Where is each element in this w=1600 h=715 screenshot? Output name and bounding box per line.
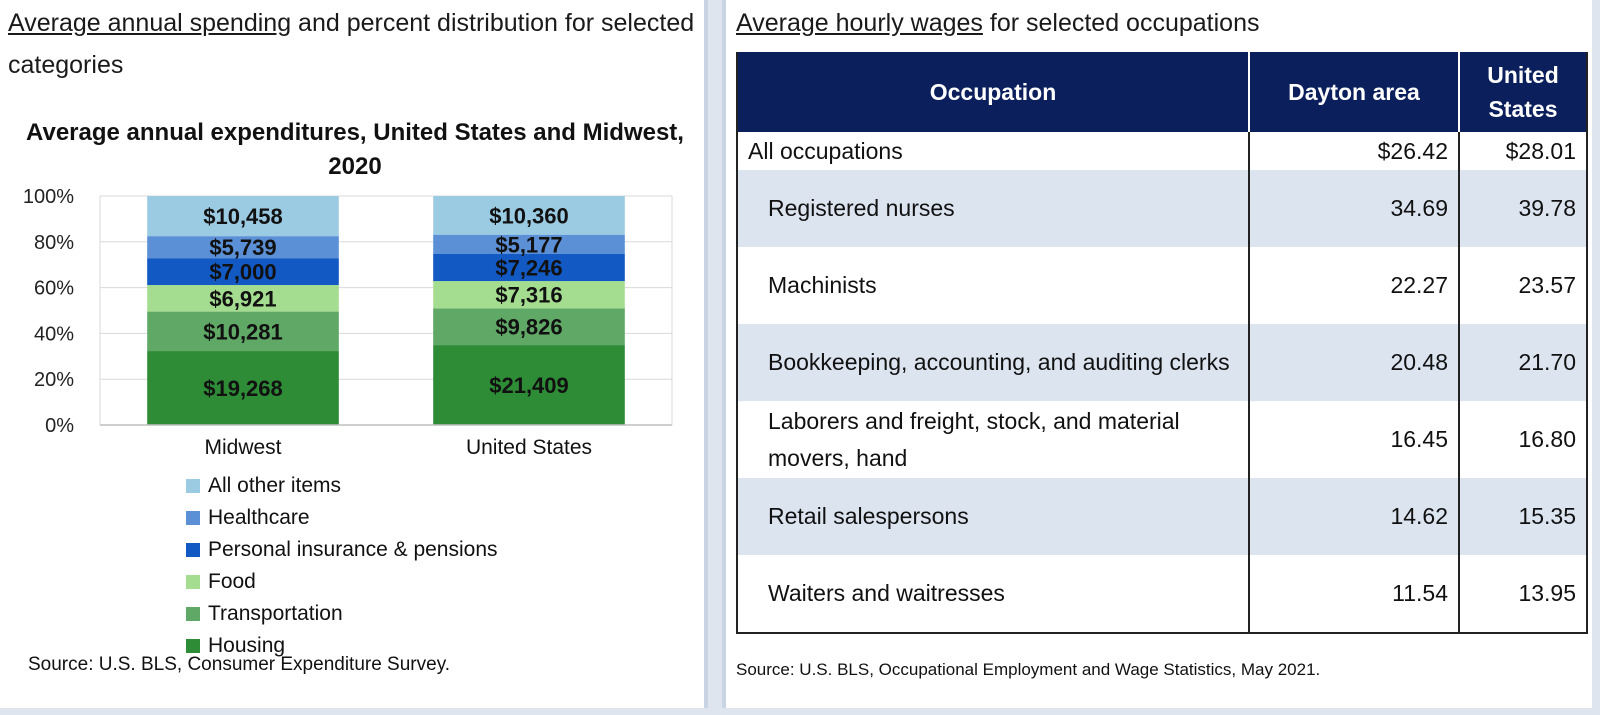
us-wage-cell: 13.95	[1458, 555, 1587, 633]
legend-item: Food	[186, 566, 498, 598]
expenditure-chart: 0%20%40%60%80%100%$19,268$10,281$6,921$7…	[23, 186, 673, 459]
bar-segment	[433, 345, 625, 425]
y-tick-label: 0%	[45, 415, 74, 437]
bar-segment	[147, 311, 339, 352]
bar-segment	[147, 236, 339, 259]
legend-label: Transportation	[208, 602, 343, 625]
x-category-label: United States	[466, 436, 592, 459]
dayton-wage-cell: 11.54	[1248, 555, 1459, 633]
us-wage-cell: 16.80	[1458, 401, 1587, 478]
occupation-cell: Waiters and waitresses	[768, 580, 1005, 606]
legend-swatch	[186, 543, 200, 557]
dayton-wage-cell: 22.27	[1248, 247, 1459, 324]
y-tick-label: 80%	[34, 232, 74, 254]
legend-label: All other items	[208, 474, 342, 497]
data-label: $10,360	[489, 203, 569, 228]
data-label: $19,268	[203, 376, 283, 401]
occupation-cell: Bookkeeping, accounting, and auditing cl…	[737, 324, 1249, 401]
data-label: $5,177	[495, 232, 562, 257]
data-label: $10,281	[203, 319, 283, 344]
table-row: Bookkeeping, accounting, and auditing cl…	[737, 324, 1587, 401]
wages-heading-text: for selected occupations	[982, 9, 1260, 37]
dayton-wage-cell: 34.69	[1248, 170, 1459, 247]
data-label: $21,409	[489, 373, 569, 398]
occupation-cell: Retail salespersons	[737, 478, 1249, 555]
bar-segment	[433, 281, 625, 309]
left-panel: Average annual spending and percent dist…	[0, 0, 708, 708]
y-tick-label: 100%	[23, 186, 74, 208]
legend-item: Personal insurance & pensions	[186, 534, 498, 566]
dayton-wage-cell: 14.62	[1248, 478, 1459, 555]
occupation-cell: All occupations	[748, 137, 903, 164]
data-label: $9,826	[495, 315, 562, 340]
legend-item: Housing	[186, 630, 498, 662]
wages-heading-link[interactable]: Average hourly wages	[736, 9, 983, 37]
data-label: $7,000	[209, 260, 276, 285]
legend-label: Healthcare	[208, 506, 310, 529]
column-header-occupation: Occupation	[737, 52, 1249, 132]
bar-segment	[433, 234, 625, 255]
right-panel: Average hourly wages for selected occupa…	[722, 0, 1592, 708]
spending-heading-link[interactable]: Average annual spending	[8, 9, 292, 37]
legend-swatch	[186, 479, 200, 493]
us-wage-cell: 21.70	[1458, 324, 1587, 401]
occupation-cell: Machinists	[768, 272, 877, 298]
occupation-cell: Registered nurses	[737, 170, 1249, 247]
chart-legend: All other items Healthcare Personal insura…	[186, 470, 498, 662]
table-row: Laborers and freight, stock, and materia…	[737, 401, 1587, 478]
legend-item: All other items	[186, 470, 498, 502]
bar-segment	[147, 351, 339, 425]
legend-swatch	[186, 511, 200, 525]
table-row: All occupations $26.42 $28.01	[737, 132, 1587, 170]
y-tick-label: 40%	[34, 323, 74, 345]
data-label: $7,246	[495, 256, 562, 281]
legend-label: Housing	[208, 634, 286, 657]
chart-title: Average annual expenditures, United Stat…	[26, 119, 684, 180]
us-wage-cell: 39.78	[1458, 170, 1587, 247]
bar-segment	[147, 285, 339, 312]
column-header-us: United States	[1458, 52, 1587, 132]
right-heading: Average hourly wages for selected occupa…	[736, 2, 1586, 44]
bar-segment	[433, 254, 625, 282]
spending-heading-text: and percent distribution for selected ca…	[8, 9, 695, 79]
us-wage-cell: $28.01	[1458, 132, 1587, 170]
y-tick-label: 20%	[34, 369, 74, 391]
legend-swatch	[186, 607, 200, 621]
bar-segment	[147, 196, 339, 237]
data-label: $7,316	[495, 283, 562, 308]
wages-source: Source: U.S. BLS, Occupational Employmen…	[736, 660, 1321, 679]
dayton-wage-cell: 16.45	[1248, 401, 1459, 478]
y-tick-label: 60%	[34, 278, 74, 300]
legend-swatch	[186, 639, 200, 653]
bar-segment	[433, 196, 625, 235]
dayton-wage-cell: $26.42	[1248, 132, 1459, 170]
dayton-wage-cell: 20.48	[1248, 324, 1459, 401]
table-row: Machinists 22.27 23.57	[737, 247, 1587, 324]
bar-segment	[147, 258, 339, 286]
legend-item: Transportation	[186, 598, 498, 630]
occupation-cell: Laborers and freight, stock, and materia…	[768, 407, 1180, 471]
data-label: $5,739	[209, 235, 276, 260]
column-header-dayton: Dayton area	[1248, 52, 1459, 132]
wage-table: Occupation Dayton area United States All…	[736, 52, 1588, 634]
legend-label: Food	[208, 570, 256, 593]
legend-item: Healthcare	[186, 502, 498, 534]
bar-segment	[433, 308, 625, 346]
data-label: $10,458	[203, 204, 283, 229]
spending-source: Source: U.S. BLS, Consumer Expenditure S…	[28, 654, 451, 675]
table-row: Registered nurses 34.69 39.78	[737, 170, 1587, 247]
table-header-row: Occupation Dayton area United States	[737, 52, 1587, 132]
table-row: Waiters and waitresses 11.54 13.95	[737, 555, 1587, 633]
legend-label: Personal insurance & pensions	[208, 538, 498, 561]
data-label: $6,921	[209, 286, 276, 311]
x-category-label: Midwest	[204, 436, 281, 459]
left-heading: Average annual spending and percent dist…	[8, 2, 698, 86]
legend-swatch	[186, 575, 200, 589]
table-row: Retail salespersons 14.62 15.35	[737, 478, 1587, 555]
us-wage-cell: 23.57	[1458, 247, 1587, 324]
us-wage-cell: 15.35	[1458, 478, 1587, 555]
